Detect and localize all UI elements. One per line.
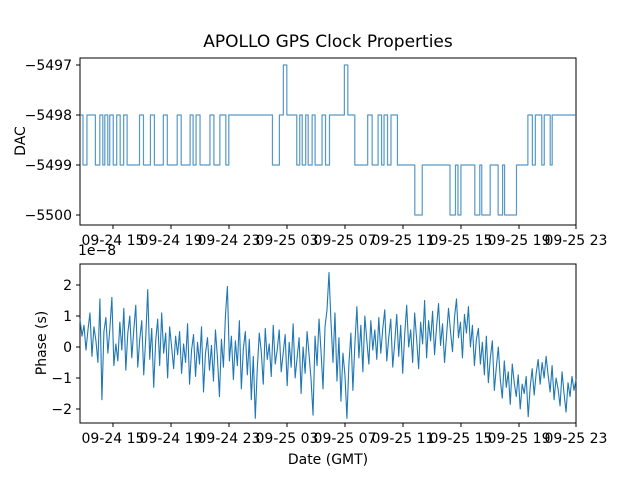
x-tick-label: 09-25 11 [372,431,435,447]
x-tick-label: 09-25 11 [372,233,435,249]
y-tick-label: 1 [63,309,72,325]
x-tick-label: 09-25 07 [314,233,377,249]
phase-data-line [79,272,577,419]
y-tick-label: −5498 [25,108,72,124]
axes-frame [79,57,577,226]
x-tick-label: 09-24 19 [140,431,203,447]
x-axis-label: Date (GMT) [287,452,369,468]
x-tick-label: 09-25 03 [256,233,319,249]
y-tick-label: −5499 [25,158,72,174]
dac-data-line [80,64,576,216]
y-tick-label: 2 [63,278,72,294]
y-tick-label: −5497 [25,58,72,74]
x-tick-label: 09-25 15 [430,431,493,447]
figure-title: APOLLO GPS Clock Properties [203,32,453,52]
x-tick-label: 09-25 03 [256,431,319,447]
x-tick-label: 09-25 19 [488,431,551,447]
x-tick-label: 09-25 15 [430,233,493,249]
x-tick-label: 09-24 15 [82,431,145,447]
y-tick-label: −1 [51,371,72,387]
x-tick-label: 09-24 19 [140,233,203,249]
x-tick-label: 09-25 23 [545,233,608,249]
axes-frame [79,263,577,424]
x-tick-label: 09-25 19 [488,233,551,249]
y-tick-label: 0 [63,340,72,356]
y-tick-label: −2 [51,402,72,418]
x-tick-label: 09-25 23 [545,431,608,447]
x-tick-label: 09-24 15 [82,233,145,249]
x-tick-label: 09-25 07 [314,431,377,447]
y-tick-label: −5500 [25,208,72,224]
x-tick-label: 09-24 23 [198,431,261,447]
phase-axis-offset-label: 1e−8 [78,243,117,259]
x-tick-label: 09-24 23 [198,233,261,249]
